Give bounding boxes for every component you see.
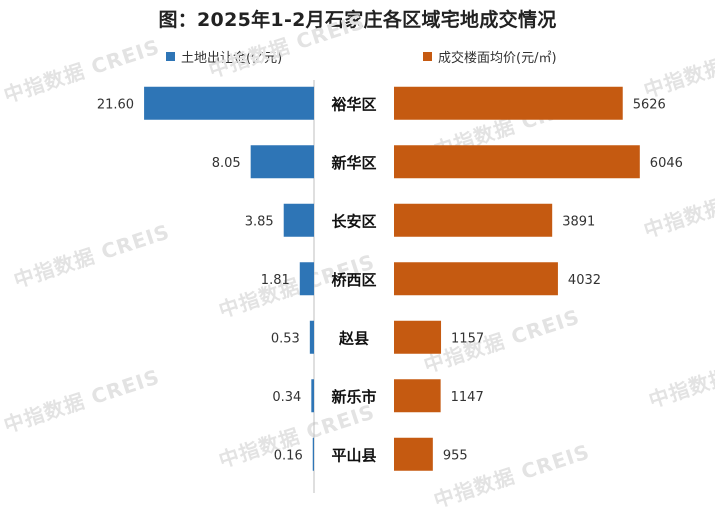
legend-swatch-orange — [423, 52, 432, 61]
bar-land-revenue — [309, 320, 314, 354]
legend-label-avg-price: 成交楼面均价(元/㎡) — [438, 51, 557, 66]
bar-avg-price — [394, 262, 558, 296]
data-label-avg-price: 1157 — [451, 331, 484, 346]
data-label-land-revenue: 0.34 — [272, 390, 301, 405]
data-label-land-revenue: 1.81 — [261, 273, 290, 288]
bar-land-revenue — [311, 379, 314, 413]
legend-item-land-revenue: 土地出让金(亿元) — [166, 47, 282, 66]
data-label-land-revenue: 0.53 — [271, 331, 300, 346]
data-label-avg-price: 3891 — [562, 214, 595, 229]
category-label: 新华区 — [331, 154, 376, 172]
bar-land-revenue — [312, 437, 314, 471]
legend-swatch-blue — [166, 52, 175, 61]
bar-avg-price — [394, 437, 433, 471]
chart-title: 图：2025年1-2月石家庄各区域宅地成交情况 — [158, 9, 557, 31]
bar-avg-price — [394, 320, 442, 354]
bar-land-revenue — [144, 86, 314, 120]
bar-avg-price — [394, 203, 553, 237]
data-label-avg-price: 6046 — [650, 156, 683, 171]
bar-avg-price — [394, 379, 441, 413]
data-label-avg-price: 955 — [443, 448, 468, 463]
data-label-land-revenue: 8.05 — [212, 156, 241, 171]
legend-label-land-revenue: 土地出让金(亿元) — [181, 51, 283, 66]
data-label-avg-price: 1147 — [451, 390, 484, 405]
data-label-avg-price: 5626 — [633, 97, 666, 112]
data-label-land-revenue: 0.16 — [274, 448, 303, 463]
category-label: 赵县 — [338, 329, 369, 347]
butterfly-bar-chart: 21.60 裕华区 5626 8.05 新华区 6046 3.85 长安区 3891 1.81 桥西… — [97, 80, 683, 493]
category-label: 裕华区 — [330, 95, 376, 113]
data-label-land-revenue: 3.85 — [245, 214, 274, 229]
bar-land-revenue — [283, 203, 314, 237]
data-label-avg-price: 4032 — [568, 273, 601, 288]
bar-land-revenue — [250, 145, 314, 179]
category-label: 桥西区 — [331, 271, 376, 289]
category-label: 平山县 — [331, 446, 376, 464]
category-label: 新乐市 — [331, 388, 376, 406]
bar-land-revenue — [299, 262, 314, 296]
data-label-land-revenue: 21.60 — [97, 97, 134, 112]
category-label: 长安区 — [331, 212, 376, 230]
legend-item-avg-price: 成交楼面均价(元/㎡) — [423, 47, 557, 66]
bar-avg-price — [394, 86, 623, 120]
bar-avg-price — [394, 145, 640, 179]
